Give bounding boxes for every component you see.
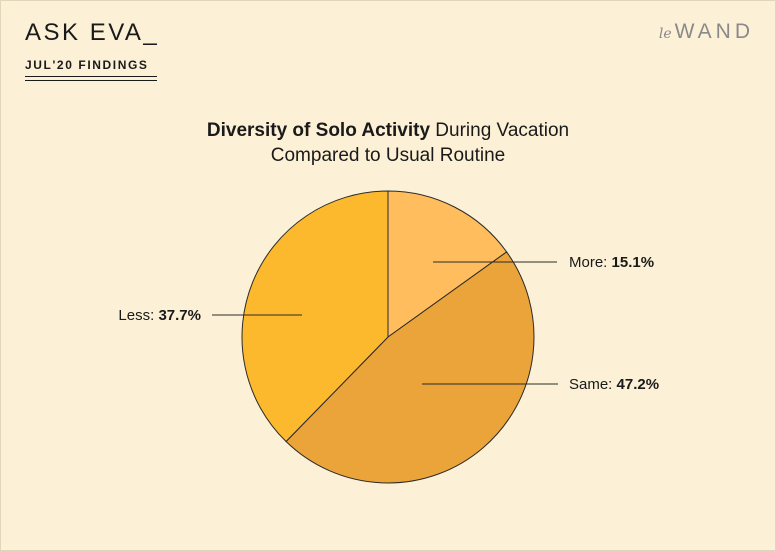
pie-slice-less [241,190,389,443]
logo-script-text: le [658,26,672,42]
slice-label-name: Less: [118,307,158,324]
kicker-underline [25,76,157,77]
lewand-logo: le WAND [659,20,754,44]
slice-label: More: 15.1% [569,254,654,271]
slice-label-value: 47.2% [617,376,660,393]
findings-kicker: JUL'20 FINDINGS [25,58,149,72]
slice-label-name: More: [569,254,612,271]
chart-title-line2: Compared to Usual Routine [270,145,506,166]
slice-label: Less: 37.7% [118,307,201,324]
slice-label-name: Same: [569,376,617,393]
pie-slice-more [387,190,508,338]
slice-labels: More: 15.1% Same: 47.2% Less: 37.7% [118,254,659,393]
logo-wordmark: WAND [674,20,754,43]
kicker-underline [25,80,157,81]
chart-title-bold: Diversity of Solo Activity [206,120,431,141]
brand-title: ASK EVA_ [25,19,160,46]
slice-label-value: 15.1% [612,254,655,271]
chart-title: Diversity of Solo Activity During Vacati… [0,118,776,168]
leader-lines [212,261,558,385]
chart-title-rest: During Vacation [430,120,570,141]
pie-slices [241,190,535,484]
slice-label-value: 37.7% [158,307,201,324]
pie-slice-same [285,251,535,484]
slice-label: Same: 47.2% [569,376,659,393]
